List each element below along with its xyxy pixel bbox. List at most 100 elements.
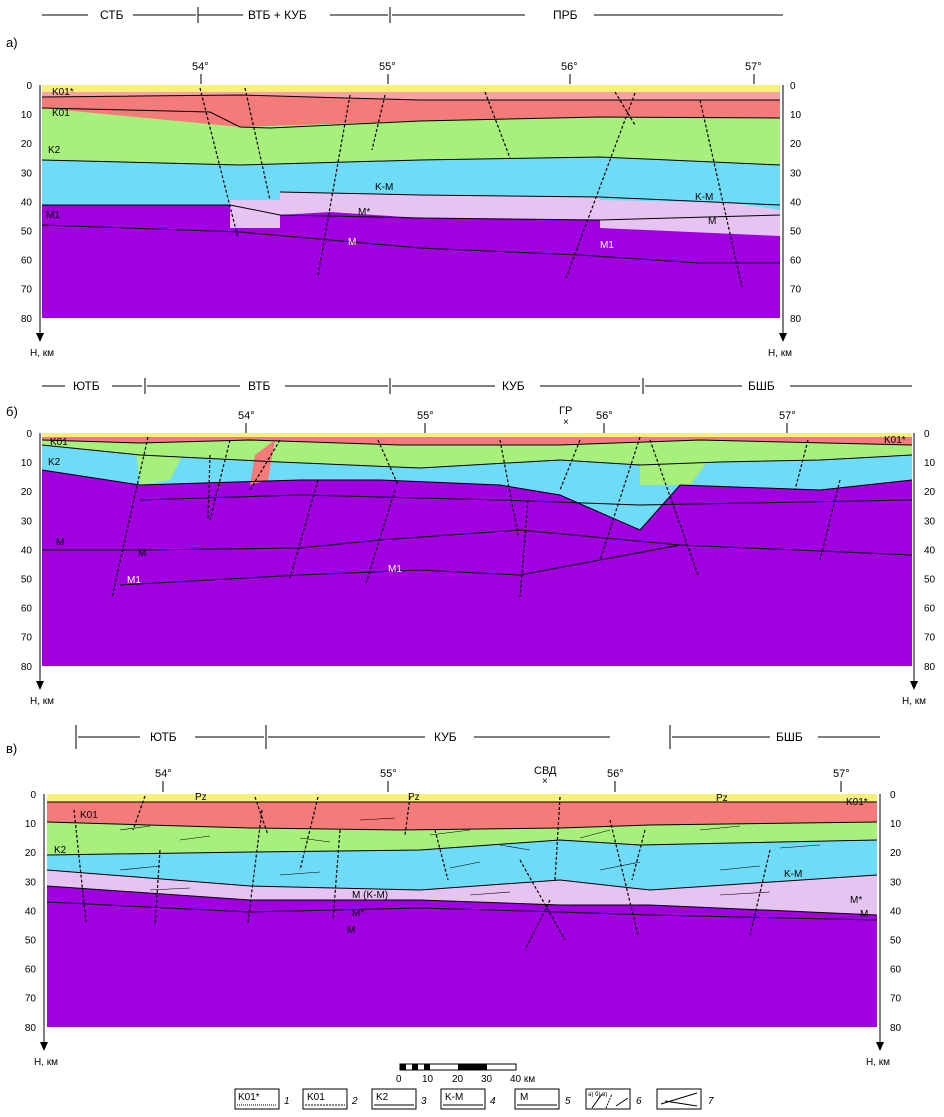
longitude-label: 56° (596, 410, 613, 422)
layer-label: K01* (846, 797, 868, 808)
depth-tick-label: 10 (25, 819, 37, 830)
legend-symbol: K2 (376, 1092, 389, 1103)
depth-tick-label: 70 (25, 994, 37, 1005)
longitude-labels: 54° 55° ГР × 56° 57° (238, 405, 796, 433)
depth-tick-label: 40 (890, 906, 902, 917)
legend-symbol: K01 (307, 1092, 325, 1103)
zone-label: ПРБ (553, 8, 578, 22)
depth-tick-label: 40 (21, 197, 33, 208)
layer-label: M* (850, 895, 862, 906)
longitude-label: 55° (380, 768, 397, 780)
scale-tick: 0 (396, 1074, 402, 1085)
layer-label: M (348, 237, 356, 248)
legend-item: K01* 1 (234, 1088, 290, 1110)
depth-tick-label: 80 (21, 314, 33, 325)
layer-label: M (347, 925, 355, 936)
zone-label: БШБ (748, 379, 775, 393)
depth-tick-label: 50 (21, 575, 33, 586)
legend-symbol: K-M (445, 1092, 463, 1103)
layer-label: K2 (48, 145, 61, 156)
depth-tick-label: 40 (25, 906, 37, 917)
layer-label: Pz (716, 793, 728, 804)
depth-tick-label: 80 (790, 314, 802, 325)
layer-label: M* (358, 207, 370, 218)
panel-b-depth-axis-left: 0 10 20 30 40 50 60 70 80 H, км (21, 429, 54, 707)
panel-a-layers (42, 85, 780, 318)
depth-tick-label: 0 (30, 790, 36, 801)
depth-tick-label: 30 (25, 877, 37, 888)
longitude-label: 57° (745, 61, 762, 73)
scale-tick: 30 (481, 1074, 493, 1085)
layer-label: K01* (52, 87, 74, 98)
depth-tick-label: 20 (21, 139, 33, 150)
depth-axis-label: H, км (866, 1057, 890, 1068)
legend: K01* 1 K01 2 K2 3 K-M 4 M 5 (234, 1088, 714, 1110)
panel-c: ЮТБ КУБ БШБ в) 54° 55° СВД × 56° 57° (6, 725, 902, 1068)
depth-tick-label: 60 (890, 965, 902, 976)
zone-label: КУБ (434, 730, 457, 744)
panel-b-layer-labels: K01 K2 M M M1 M1 K01* (48, 435, 906, 586)
depth-tick-label: 70 (21, 285, 33, 296)
panel-b-layers (42, 433, 912, 666)
depth-tick-label: 0 (924, 429, 930, 440)
scale-tick: 20 (452, 1074, 464, 1085)
well-label: СВД (534, 765, 557, 777)
well-marker: × (542, 776, 548, 787)
panel-c-layers (47, 794, 877, 1027)
panel-c-zones: ЮТБ КУБ БШБ (75, 725, 880, 749)
depth-tick-label: 50 (890, 936, 902, 947)
legend-number: 7 (708, 1096, 714, 1107)
longitude-labels: 54° 55° СВД × 56° 57° (155, 765, 850, 792)
panel-a-horizons (41, 94, 781, 264)
depth-tick-label: 0 (890, 790, 896, 801)
layer-label: K-M (784, 869, 802, 880)
longitude-label: 54° (155, 768, 172, 780)
panel-a-layer-labels: K01* K01 K2 M1 K-M M* M K-M M M1 (46, 87, 716, 251)
zone-label: БШБ (776, 730, 803, 744)
layer-label: M (56, 537, 64, 548)
depth-tick-label: 60 (790, 256, 802, 267)
layer-label: K01* (884, 435, 906, 446)
longitude-label: 54° (192, 61, 209, 73)
legend-number: 6 (636, 1096, 642, 1107)
scale-tick: 10 (422, 1074, 434, 1085)
legend-symbol: a) б) в) (588, 1092, 607, 1098)
zone-label: ВТБ (248, 379, 271, 393)
depth-tick-label: 60 (21, 256, 33, 267)
depth-tick-label: 10 (21, 110, 33, 121)
panel-a: СТБ ВТБ + КУБ ПРБ а) 54° 55° 56° 57° (6, 7, 802, 359)
depth-tick-label: 80 (890, 1023, 902, 1034)
layer-label: Pz (195, 792, 207, 803)
panel-label: а) (6, 35, 18, 50)
depth-tick-label: 80 (25, 1023, 37, 1034)
depth-tick-label: 30 (924, 516, 936, 527)
depth-tick-label: 10 (924, 458, 936, 469)
layer-label: K-M (695, 192, 713, 203)
layer-label: M* (352, 908, 364, 919)
zone-label: ЮТБ (150, 730, 177, 744)
layer-label: M (K-M) (352, 890, 388, 901)
layer-label: K01 (52, 108, 70, 119)
layer-label: K01 (50, 437, 68, 448)
layer-label: K01 (80, 810, 98, 821)
zone-label: ЮТБ (73, 379, 100, 393)
layer-label: M1 (127, 575, 141, 586)
layer-label: M1 (46, 210, 60, 221)
depth-tick-label: 20 (790, 139, 802, 150)
depth-tick-label: 10 (790, 110, 802, 121)
legend-number: 1 (284, 1096, 290, 1107)
panel-c-texture (119, 817, 821, 896)
panel-c-horizons (46, 801, 878, 921)
depth-axis-label: H, км (34, 1057, 58, 1068)
legend-symbol: M (520, 1092, 528, 1103)
layer-label: M1 (388, 564, 402, 575)
depth-tick-label: 70 (890, 994, 902, 1005)
longitude-labels: 54° 55° 56° 57° (192, 61, 762, 84)
panel-a-depth-axis-left: 0 10 20 30 40 50 60 70 80 H, км (21, 81, 54, 359)
depth-tick-label: 70 (21, 633, 33, 644)
longitude-label: 57° (779, 410, 796, 422)
longitude-label: 54° (238, 410, 255, 422)
depth-tick-label: 50 (924, 575, 936, 586)
longitude-label: 56° (561, 61, 578, 73)
